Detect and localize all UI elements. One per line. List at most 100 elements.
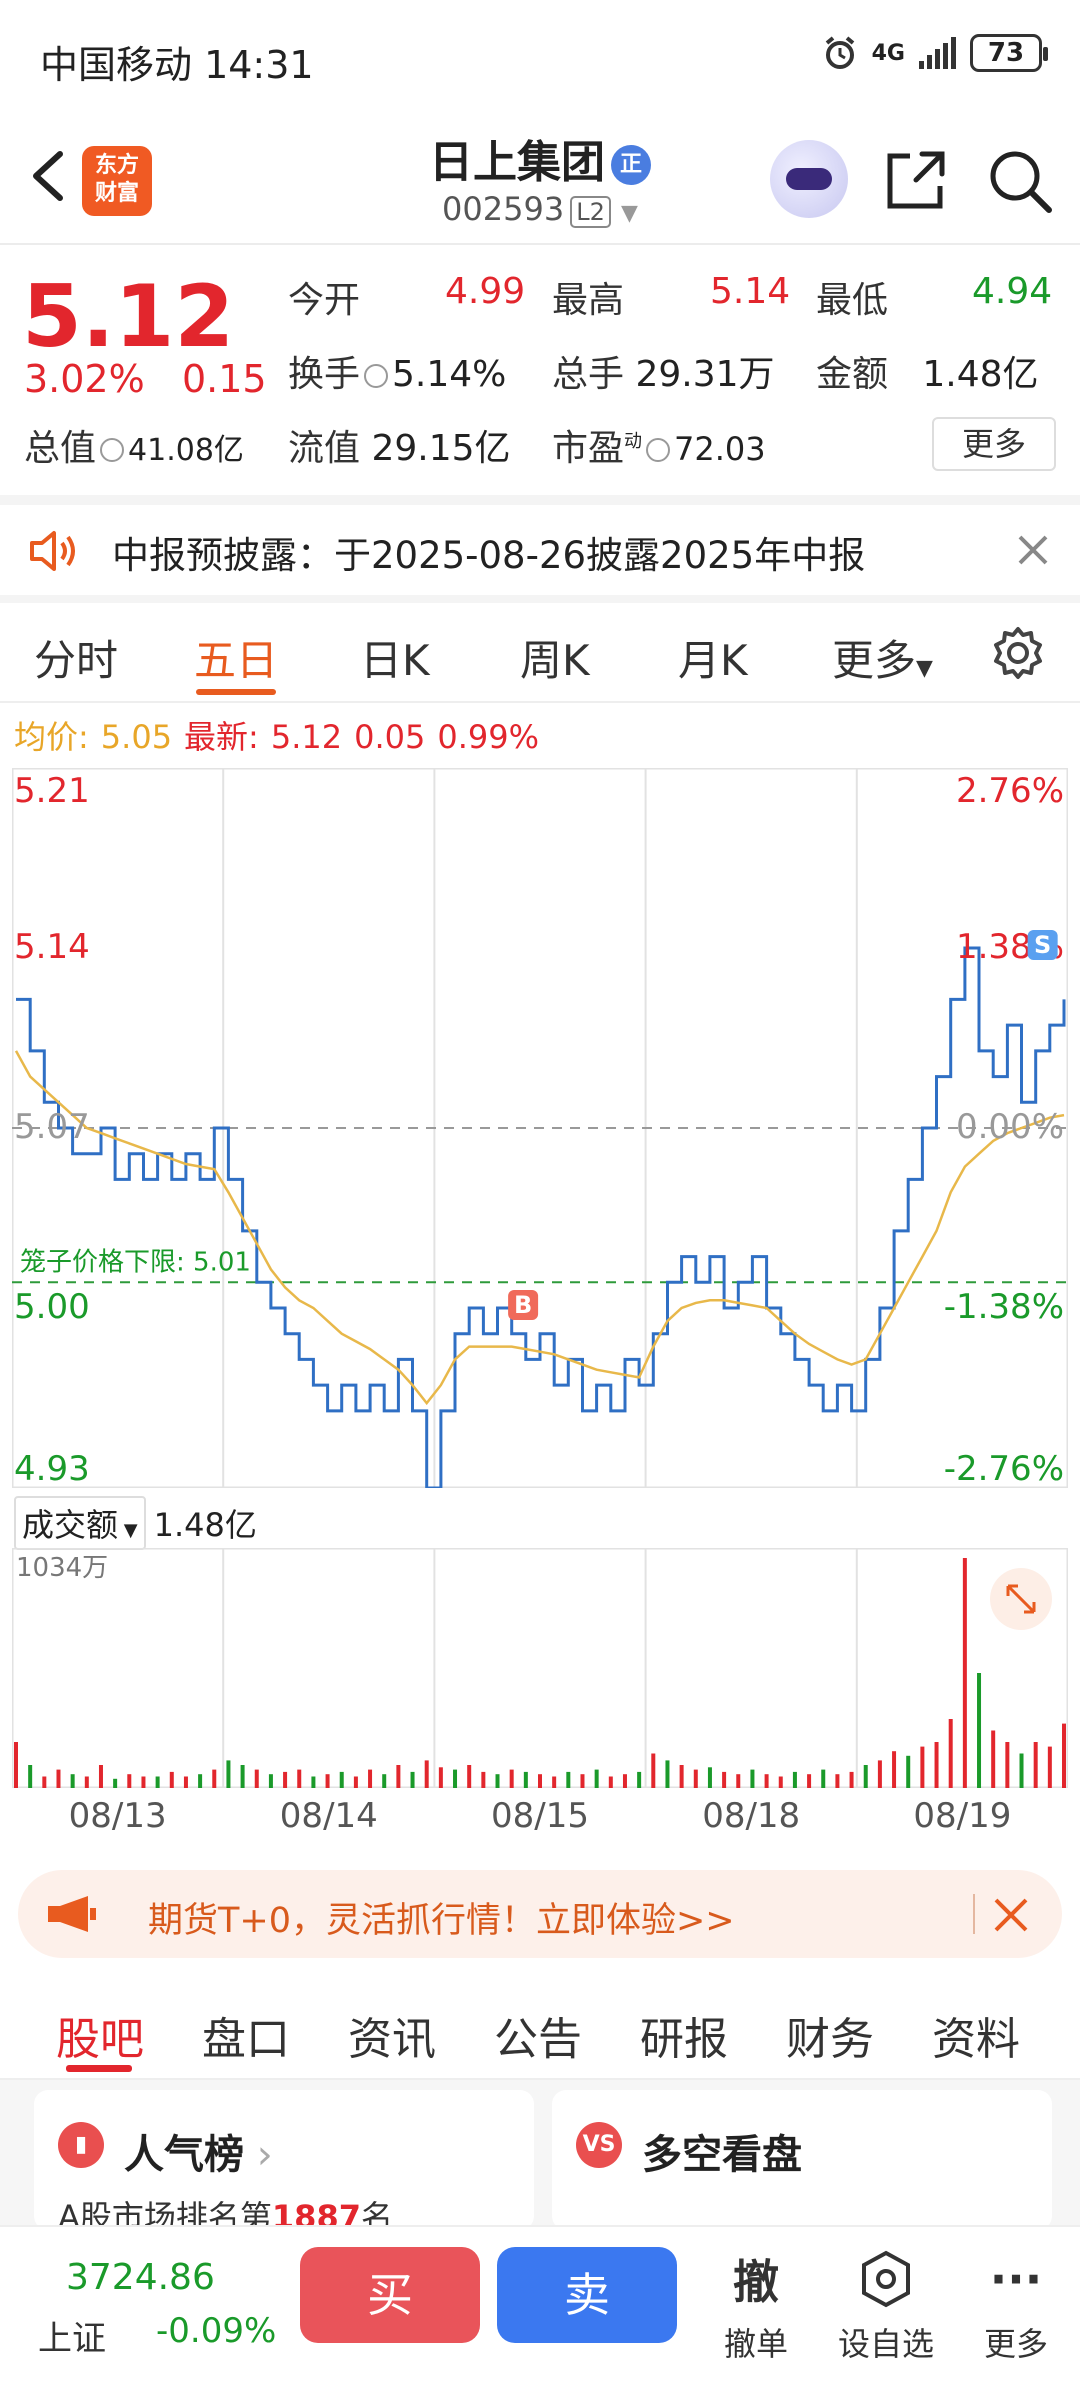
volume-bar: [707, 1767, 712, 1788]
close-icon[interactable]: [988, 1892, 1034, 1938]
volume-bar: [622, 1774, 627, 1788]
watchlist-icon: [826, 2247, 946, 2311]
info-icon[interactable]: [100, 438, 125, 462]
tab-intraday[interactable]: 分时: [34, 636, 119, 685]
latest-label: 最新:: [184, 718, 259, 756]
volume-bar: [1033, 1742, 1038, 1788]
mktcap-value: 41.08亿: [128, 433, 244, 468]
volume-bar: [651, 1753, 656, 1788]
tab-weekly-k[interactable]: 周K: [520, 636, 590, 685]
notice-bar[interactable]: 中报预披露：于2025-08-26披露2025年中报: [0, 505, 1080, 595]
volume-bar: [750, 1769, 755, 1788]
tab-more[interactable]: 更多▼: [832, 636, 933, 685]
volume-bar: [297, 1769, 302, 1788]
stock-code: 002593: [442, 190, 565, 228]
info-icon[interactable]: [364, 364, 389, 388]
high-field: 最高: [552, 280, 625, 321]
more-label: 更多: [983, 2325, 1048, 2363]
tab-research[interactable]: 研报: [640, 2014, 728, 2065]
tab-finance[interactable]: 财务: [786, 2014, 874, 2065]
volume-bar: [155, 1776, 160, 1788]
volume-bar: [962, 1558, 967, 1788]
search-icon[interactable]: [985, 146, 1055, 216]
more-button[interactable]: ··· 更多: [956, 2247, 1076, 2365]
volume-max-label: 1034万: [16, 1553, 108, 1583]
volume-chart[interactable]: 1034万: [12, 1548, 1068, 1788]
signal-icon: [919, 37, 956, 69]
y-tick-left: 5.21: [14, 771, 90, 811]
promo-banner[interactable]: 期货T+0，灵活抓行情！立即体验>>: [18, 1870, 1062, 1958]
volume-bar: [509, 1769, 514, 1788]
volume-bar: [863, 1765, 868, 1788]
battery-level: 73: [987, 38, 1025, 68]
back-icon[interactable]: [20, 146, 80, 206]
cancel-order-button[interactable]: 撤 撤单: [696, 2247, 816, 2365]
add-watchlist-label: 设自选: [837, 2325, 934, 2363]
more-quote-button[interactable]: 更多: [932, 417, 1056, 471]
volume-bar: [84, 1776, 89, 1788]
tab-profile[interactable]: 资料: [932, 2014, 1020, 2065]
volume-bar: [382, 1774, 387, 1788]
turnover-field: 换手 5.14%: [288, 354, 507, 395]
volume-bar: [580, 1774, 585, 1788]
price-chart[interactable]: 笼子价格下限: 5.015.215.145.075.004.932.76%1.3…: [12, 768, 1068, 1488]
add-watchlist-button[interactable]: 设自选: [826, 2247, 946, 2365]
y-tick-left: 5.07: [14, 1107, 90, 1147]
cancel-order-label: 撤单: [723, 2325, 788, 2363]
open-value: 4.99: [445, 271, 526, 312]
stock-header: 东方 财富 日上集团正 002593 L2 ▼: [0, 110, 1080, 245]
quote-panel: 5.12 3.02% 0.15 今开 4.99 最高 5.14 最低 4.94 …: [0, 247, 1080, 497]
volume-bar: [283, 1771, 288, 1788]
tab-order-book[interactable]: 盘口: [202, 2014, 290, 2065]
tab-daily-k[interactable]: 日K: [360, 636, 430, 685]
share-icon[interactable]: [880, 146, 950, 216]
volume-selector[interactable]: 成交额 ▼: [14, 1496, 146, 1550]
volume-bar: [396, 1765, 401, 1788]
index-name[interactable]: 上证: [38, 2319, 106, 2359]
volume-bar: [906, 1755, 911, 1788]
info-icon[interactable]: [646, 438, 671, 462]
index-change[interactable]: -0.09%: [156, 2311, 277, 2351]
volume-bar: [467, 1765, 472, 1788]
promo-text: 期货T+0，灵活抓行情！立即体验>>: [148, 1901, 735, 1941]
active-tab-indicator: [196, 689, 276, 695]
volume-bar: [254, 1769, 259, 1788]
stock-code-row[interactable]: 002593 L2 ▼: [0, 190, 1080, 228]
stock-title[interactable]: 日上集团正: [0, 126, 1080, 190]
buy-button[interactable]: 买: [300, 2247, 480, 2343]
date-axis: 08/13 08/14 08/15 08/18 08/19: [12, 1796, 1068, 1846]
volume-bar: [538, 1774, 542, 1788]
volume-bar: [608, 1776, 613, 1788]
price-line: [16, 946, 1066, 1488]
low-value: 4.94: [972, 271, 1053, 312]
close-icon[interactable]: [1010, 527, 1056, 573]
tab-news[interactable]: 资讯: [348, 2014, 436, 2065]
volume-bar: [892, 1751, 897, 1788]
sell-button[interactable]: 卖: [497, 2247, 677, 2343]
volume-bar: [977, 1673, 982, 1788]
index-value[interactable]: 3724.86: [66, 2257, 215, 2298]
tab-five-day[interactable]: 五日: [194, 636, 279, 685]
popularity-card[interactable]: ▮ 人气榜 › A股市场排名第1887名: [34, 2090, 534, 2230]
expand-icon[interactable]: [990, 1568, 1052, 1630]
volume-bar: [764, 1774, 769, 1788]
pe-field: 市盈动 72.03: [552, 428, 766, 469]
volume-bar: [368, 1769, 373, 1788]
float-field: 流值 29.15亿: [288, 428, 511, 469]
cage-limit-label: 笼子价格下限: 5.01: [20, 1247, 251, 1277]
tab-announcements[interactable]: 公告: [494, 2014, 582, 2065]
volume-bar: [849, 1771, 854, 1788]
volume-bar: [807, 1774, 812, 1788]
chevron-down-icon: ▼: [621, 201, 638, 226]
speaker-icon: [30, 531, 75, 571]
gear-icon[interactable]: [990, 625, 1046, 681]
stock-name: 日上集团: [429, 137, 605, 188]
volume-field: 总手 29.31万: [552, 354, 775, 395]
bull-bear-card[interactable]: VS 多空看盘: [552, 2090, 1052, 2230]
volume-bar: [566, 1771, 571, 1788]
chart-tabs: 分时 五日 日K 周K 月K 更多▼: [0, 603, 1080, 703]
volume-bar: [212, 1769, 217, 1788]
ai-assistant-icon[interactable]: [770, 140, 848, 218]
tab-forum[interactable]: 股吧: [56, 2014, 144, 2065]
tab-monthly-k[interactable]: 月K: [678, 636, 748, 685]
